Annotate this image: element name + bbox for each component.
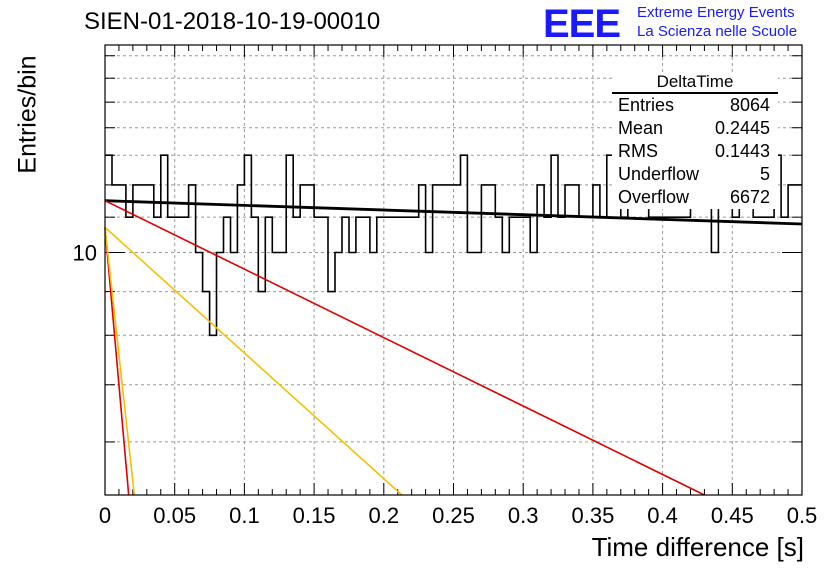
fit-line-2	[104, 199, 705, 496]
stats-row: Mean 0.2445	[612, 117, 778, 140]
stats-label: Underflow	[618, 164, 700, 184]
x-tick-label: 0.1	[229, 503, 260, 528]
x-tick-label: 0.2	[369, 503, 400, 528]
stats-label: Overflow	[618, 187, 690, 207]
stats-row: Overflow 6672	[612, 186, 778, 209]
stats-label: Entries	[618, 95, 675, 115]
chart-title: SIEN-01-2018-10-19-00010	[84, 8, 381, 35]
stats-value: 8064	[729, 95, 770, 115]
stats-value: 6672	[729, 187, 770, 207]
x-tick-label: 0.5	[787, 503, 818, 528]
stats-value: 0.2445	[714, 118, 770, 138]
banner-line-1: Extreme Energy Events	[637, 4, 795, 21]
stats-row: RMS 0.1443	[612, 140, 778, 163]
stats-label: RMS	[618, 141, 658, 161]
project-banner: Extreme Energy Events La Scienza nelle S…	[637, 3, 797, 41]
x-tick-label: 0.4	[647, 503, 678, 528]
eee-logo: EEE	[543, 2, 621, 46]
stats-label: Mean	[618, 118, 664, 138]
y-axis-label: Entries/bin	[13, 55, 42, 174]
stats-value: 0.1443	[714, 141, 770, 161]
x-axis-label: Time difference [s]	[591, 532, 804, 562]
plot-frame	[104, 44, 803, 496]
x-tick-label: 0.35	[571, 503, 614, 528]
stats-row: Entries 8064	[612, 94, 778, 117]
stats-value: 5	[759, 164, 770, 184]
x-tick-label: 0.15	[293, 503, 336, 528]
x-tick-label: 0	[99, 503, 111, 528]
y-tick-label: 10	[73, 241, 97, 266]
x-tick-label: 0.25	[432, 503, 475, 528]
stats-title: DeltaTime	[612, 72, 778, 94]
fit-line-4	[104, 226, 403, 496]
fit-line-5	[104, 227, 136, 496]
x-tick-label: 0.05	[153, 503, 196, 528]
banner-line-2: La Scienza nelle Scuole	[637, 23, 798, 40]
histogram-steps	[105, 154, 802, 337]
stats-row: Underflow 5	[612, 163, 778, 186]
x-tick-label: 0.45	[711, 503, 754, 528]
fit-line-3	[104, 227, 130, 496]
x-tick-label: 0.3	[508, 503, 539, 528]
stats-box: DeltaTime Entries 8064 Mean 0.2445 RMS 0.14…	[612, 72, 778, 209]
fit-line-1	[104, 199, 803, 226]
